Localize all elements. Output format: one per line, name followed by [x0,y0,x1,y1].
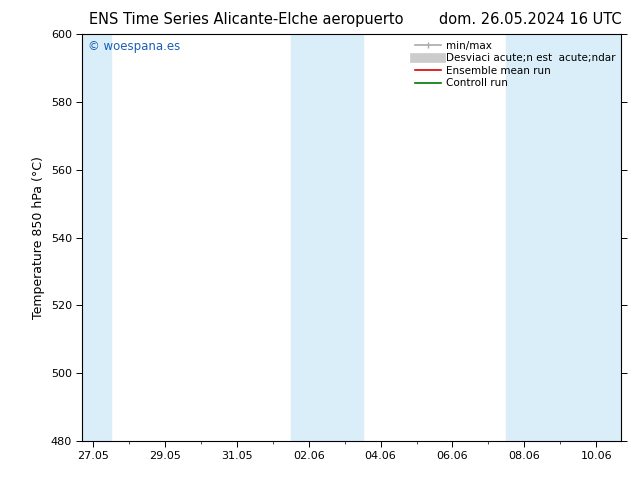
Bar [507,34,621,441]
Text: © woespana.es: © woespana.es [87,40,180,53]
Legend: min/max, Desviaci acute;n est  acute;ndar, Ensemble mean run, Controll run: min/max, Desviaci acute;n est acute;ndar… [412,37,618,92]
Text: ENS Time Series Alicante-Elche aeropuerto: ENS Time Series Alicante-Elche aeropuert… [89,12,403,27]
Text: dom. 26.05.2024 16 UTC: dom. 26.05.2024 16 UTC [439,12,621,27]
Y-axis label: Temperature 850 hPa (°C): Temperature 850 hPa (°C) [32,156,45,319]
Bar [82,34,111,441]
Bar [291,34,363,441]
